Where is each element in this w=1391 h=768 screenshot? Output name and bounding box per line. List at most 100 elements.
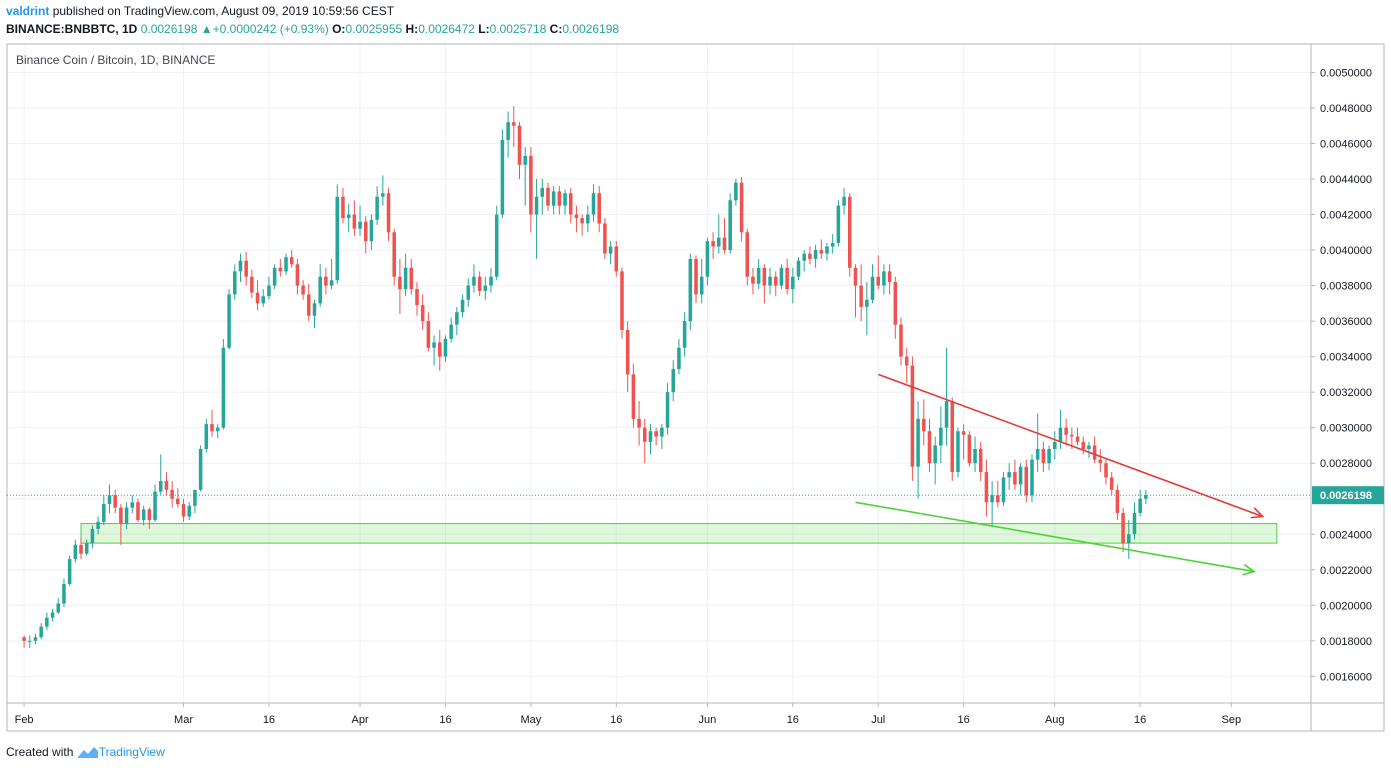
candle-body [819, 250, 824, 254]
candle-body [466, 285, 471, 300]
candle-body [130, 502, 135, 508]
time-tick-label: 16 [610, 714, 622, 726]
price-tick-label: 0.0038000 [1320, 281, 1372, 293]
candle-body [785, 267, 789, 290]
candle-body [688, 258, 693, 322]
candle-body [705, 241, 710, 277]
candle-body [215, 427, 220, 432]
time-tick-label: Sep [1221, 714, 1241, 726]
candle-body [1081, 441, 1085, 449]
time-tick-label: Mar [174, 714, 193, 726]
author-link[interactable]: valdrint [6, 4, 50, 18]
candle-body [768, 276, 772, 286]
candle-body [614, 246, 619, 272]
candle-body [358, 221, 362, 229]
candle-body [341, 196, 345, 219]
candle-body [842, 196, 846, 206]
candle-body [181, 504, 186, 517]
candle-body [79, 544, 83, 554]
candles-layer [22, 106, 1148, 648]
candle-body [375, 196, 379, 220]
trend-lines-layer [855, 373, 1265, 576]
time-tick-label: Jul [871, 714, 885, 726]
candle-body [67, 559, 72, 584]
change-value: +0.0000242 (+0.93%) [212, 22, 329, 36]
candle-body [506, 122, 510, 140]
last-price-label: 0.0026198 [1320, 490, 1372, 502]
candle-body [574, 214, 579, 219]
price-tick-label: 0.0028000 [1320, 458, 1372, 470]
candle-body [56, 603, 61, 613]
candle-body [956, 431, 960, 473]
candle-body [409, 267, 414, 290]
candle-body [836, 205, 841, 243]
candle-body [352, 214, 357, 229]
candle-body [449, 324, 453, 339]
candle-body [887, 271, 892, 283]
candle-body [136, 502, 140, 521]
candle-body [318, 276, 322, 304]
low-label: L: [478, 22, 490, 36]
candle-body [329, 280, 334, 286]
candle-body [204, 424, 209, 449]
candle-body [301, 285, 305, 295]
candle-body [1070, 434, 1074, 437]
time-tick-label: Apr [351, 714, 368, 726]
candle-body [124, 507, 129, 524]
candle-body [728, 200, 732, 251]
candle-body [381, 193, 385, 197]
candle-body [119, 507, 123, 524]
candle-body [1047, 448, 1051, 464]
ohlc-line: BINANCE:BNBBTC, 1D 0.0026198 ▲+0.0000242… [6, 22, 619, 36]
symbol-label: BINANCE:BNBBTC, 1D [6, 22, 138, 36]
open-value: 0.0025955 [345, 22, 403, 36]
candle-body [939, 427, 943, 446]
candle-body [984, 472, 989, 503]
candle-body [489, 276, 493, 286]
candle-body [415, 289, 419, 306]
candle-body [472, 276, 476, 286]
candle-body [916, 418, 920, 467]
candle-body [717, 237, 721, 247]
candle-body [73, 544, 78, 560]
candle-body [642, 427, 647, 442]
candle-body [625, 329, 630, 375]
candle-body [1144, 495, 1148, 499]
candle-body [1138, 498, 1142, 513]
candle-body [870, 276, 875, 300]
candle-body [557, 191, 562, 206]
publish-line: valdrint published on TradingView.com, A… [6, 4, 394, 18]
candle-body [324, 276, 328, 286]
candle-body [62, 583, 66, 604]
candle-body [523, 155, 527, 165]
candle-body [227, 294, 231, 348]
candle-body [950, 401, 955, 473]
time-tick-label: 16 [1134, 714, 1146, 726]
price-tick-label: 0.0020000 [1320, 600, 1372, 612]
candle-body [665, 392, 670, 428]
candle-body [1132, 512, 1137, 535]
candle-body [278, 267, 283, 272]
candle-body [922, 418, 926, 432]
candle-body [694, 258, 698, 295]
candle-body [671, 369, 676, 393]
candle-body [899, 324, 903, 357]
low-value: 0.0025718 [489, 22, 547, 36]
candle-body [1024, 466, 1029, 496]
tradingview-link[interactable]: TradingView [98, 745, 165, 759]
candle-body [369, 219, 374, 242]
price-tick-label: 0.0024000 [1320, 529, 1372, 541]
candle-body [1001, 477, 1006, 503]
candle-body [426, 321, 431, 348]
candle-body [50, 612, 55, 618]
price-axis: 0.0016000 0.0018000 0.0020000 0.0022000 0.00… [1311, 67, 1372, 683]
last-price-badge [1312, 486, 1384, 505]
candle-body [176, 498, 180, 505]
last-price-layer: 0.0026198 [7, 486, 1384, 505]
candle-body [221, 347, 226, 428]
candle-body [677, 347, 681, 370]
candle-body [238, 260, 243, 272]
candle-body [22, 637, 26, 641]
candle-body [1127, 534, 1131, 544]
